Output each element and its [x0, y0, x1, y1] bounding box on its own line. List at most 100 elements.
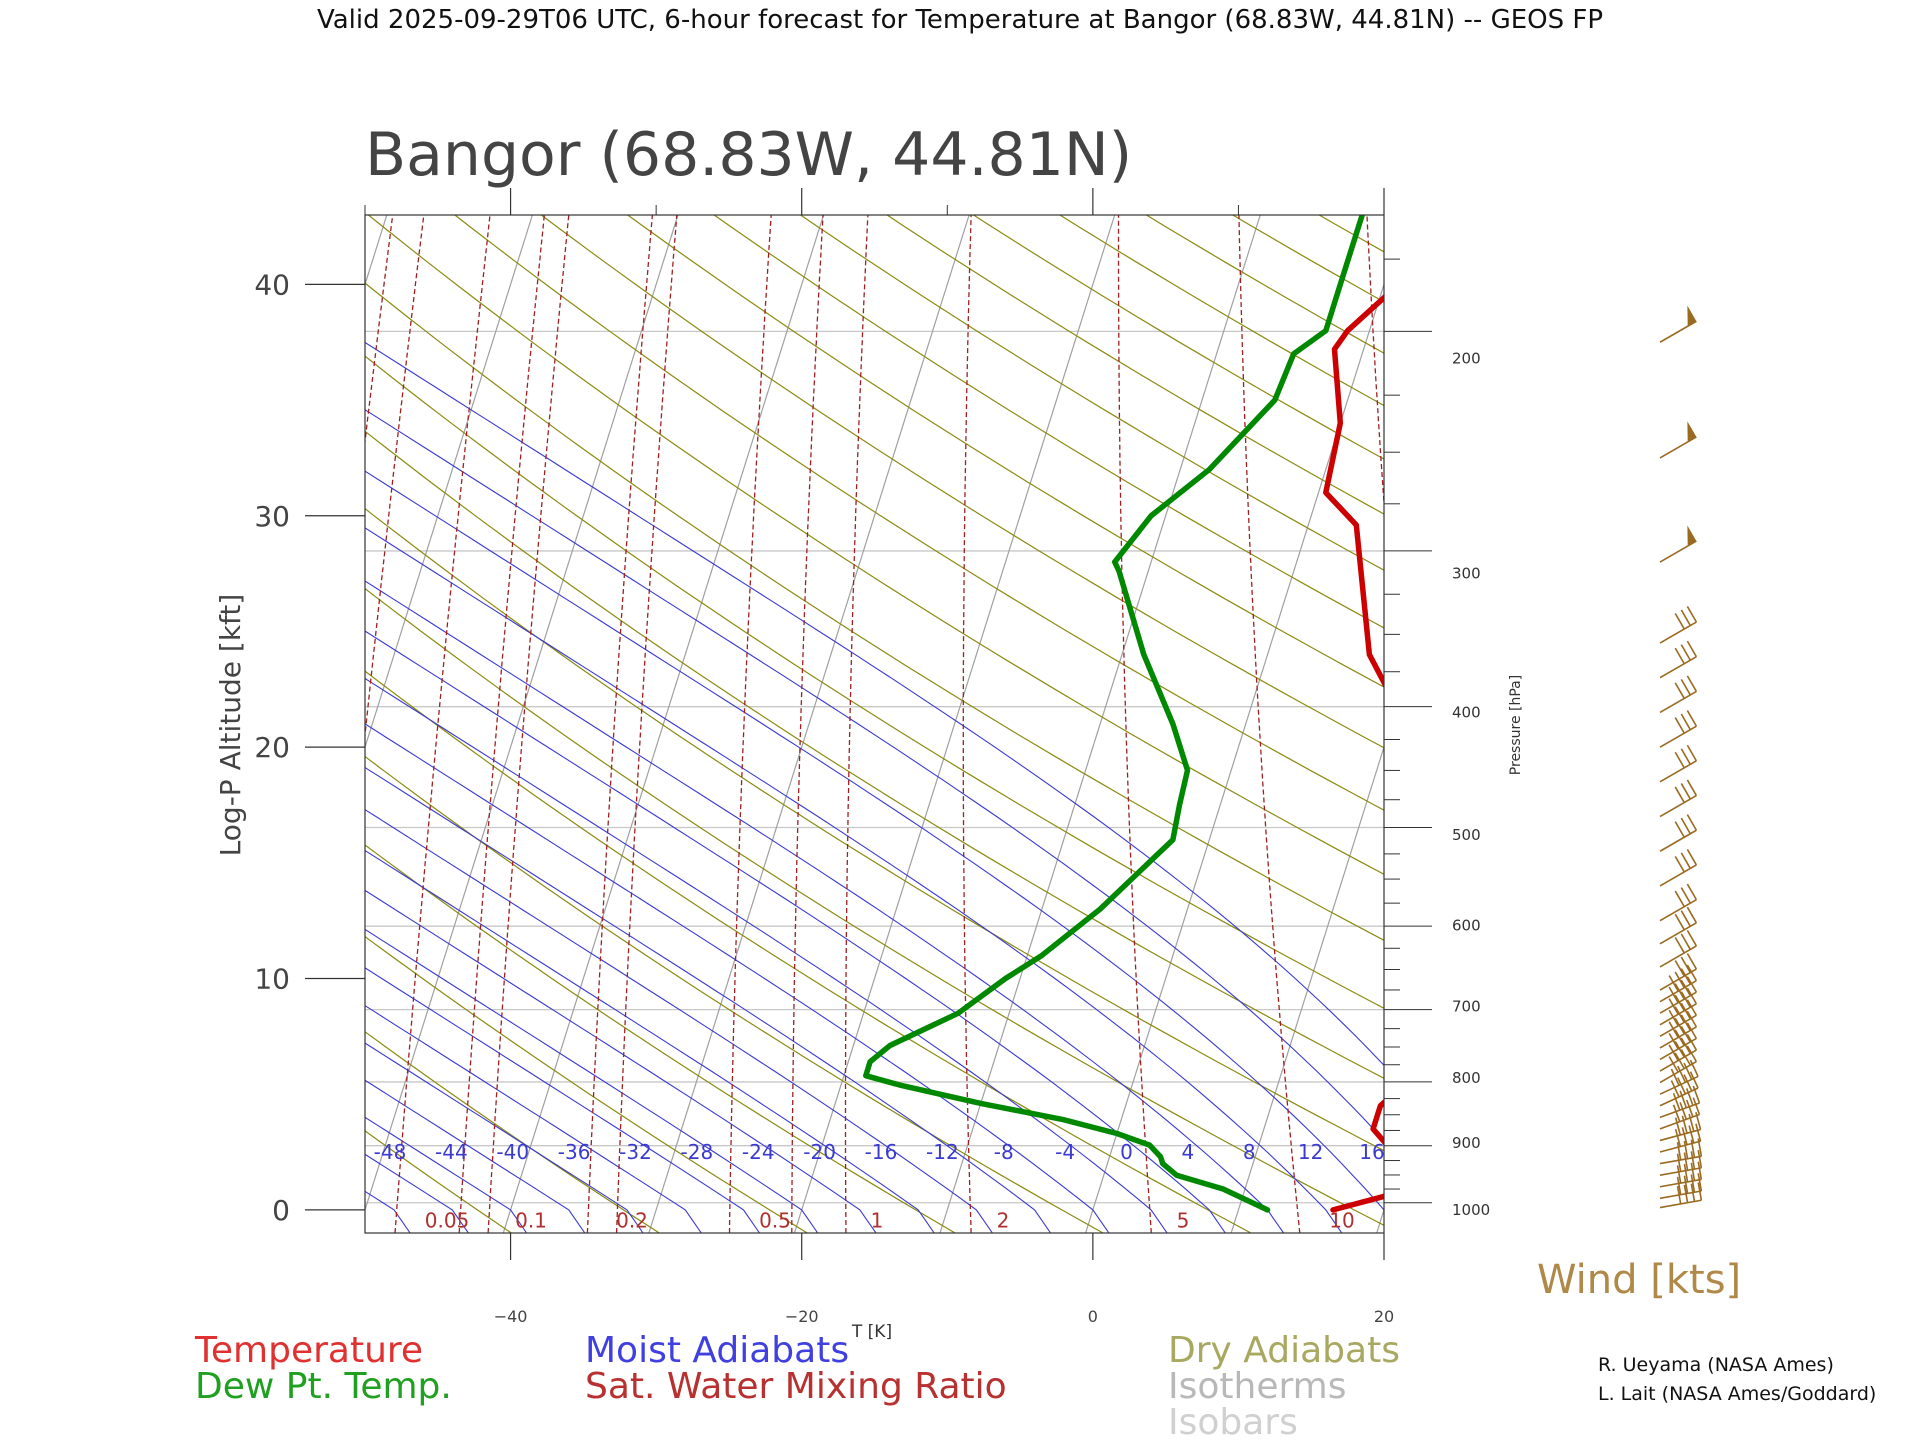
x-tick-label: −20: [785, 1307, 819, 1326]
wind-barb-feather: [1676, 1153, 1682, 1172]
wind-barb-feather: [1674, 717, 1685, 734]
wind-barb-feather: [1674, 682, 1685, 699]
wind-barb-feather: [1674, 786, 1685, 803]
wind-barb-feather: [1680, 1002, 1692, 1020]
wind-barb-staff: [1659, 829, 1697, 852]
wind-barb-feather: [1683, 1175, 1689, 1194]
legend-isobars: Isobars: [1168, 1402, 1298, 1440]
dry-adiabat-line: [0, 215, 216, 1233]
dry-adiabat-line: [0, 215, 363, 1233]
wind-barb: [1659, 1173, 1703, 1200]
wind-barb-staff: [1659, 968, 1697, 991]
mixing-ratio-label: 10: [1329, 1208, 1354, 1232]
moist-adiabat-line: [365, 677, 1168, 1233]
dry-adiabat-line: [365, 670, 1252, 1233]
wind-barb: [1659, 1034, 1698, 1072]
y-tick-label: 10: [254, 963, 290, 996]
legend-mixing-ratio: Sat. Water Mixing Ratio: [585, 1366, 1007, 1407]
wind-barb-feather: [1680, 609, 1692, 626]
wind-barb-feather: [1686, 929, 1698, 947]
pressure-tick-label: 1000: [1452, 1201, 1490, 1219]
wind-barb-feather: [1674, 751, 1685, 769]
moist-adiabat-label: 12: [1298, 1140, 1323, 1164]
isotherm-line: [648, 215, 970, 1233]
wind-barb-feather: [1668, 1056, 1679, 1073]
wind-barb-feather: [1668, 998, 1679, 1015]
dry-adiabat-line: [365, 587, 1384, 1227]
wind-barb-feather: [1686, 640, 1698, 658]
mixing-ratio-label: 1: [871, 1208, 884, 1232]
mixing-ratio-line: [844, 215, 869, 1233]
wind-barb-feather: [1670, 1080, 1680, 1098]
mixing-ratio-line: [365, 215, 394, 447]
wind-barb: [1659, 976, 1698, 1014]
wind-barb-feather: [1688, 1113, 1695, 1132]
wind-barb-feather: [1680, 979, 1692, 997]
dry-adiabat-lines: [0, 215, 1384, 1233]
x-tick-label: 0: [1088, 1307, 1098, 1326]
wind-barb-feather: [1680, 910, 1692, 927]
wind-barb-feather: [1686, 1010, 1698, 1028]
moist-adiabat-line: [365, 889, 877, 1233]
moist-adiabat-label: -16: [865, 1140, 898, 1164]
wind-barb: [1659, 906, 1698, 945]
legend-isotherms: Isotherms: [1168, 1366, 1346, 1407]
wind-barb-feather: [1686, 883, 1698, 901]
y-axis-label: Log-P Altitude [kft]: [214, 594, 247, 857]
wind-barb: [1659, 640, 1698, 679]
dry-adiabat-line: [1318, 215, 1384, 253]
mixing-ratio-line: [728, 215, 772, 1233]
moist-adiabat-label: -8: [994, 1140, 1014, 1164]
dry-adiabat-line: [365, 507, 1384, 1152]
axes: -48 -44 -40 -36 -32 -28 -24 -20 -16 -12 -8 -4 0 4 8 12 1…: [254, 188, 1490, 1326]
wind-barb-feather: [1679, 1090, 1688, 1109]
plot-frame: [364, 214, 1385, 1234]
moist-adiabat-label: -24: [742, 1140, 775, 1164]
wind-barb-feather: [1668, 975, 1679, 992]
wind-barb: [1659, 987, 1698, 1026]
moist-adiabat-line: [365, 849, 935, 1233]
wind-barb-feather: [1690, 1151, 1696, 1170]
wind-barb-feather: [1680, 933, 1692, 950]
wind-barb-feather: [1674, 1052, 1685, 1070]
wind-barb-staff: [1659, 540, 1697, 563]
dry-adiabat-line: [1059, 215, 1384, 407]
wind-barb-feather: [1686, 814, 1698, 831]
wind-barb-feather: [1677, 1077, 1687, 1095]
moist-adiabat-label: -36: [558, 1140, 591, 1164]
wind-barb: [1659, 1022, 1698, 1061]
wind-barb-feather: [1679, 1102, 1688, 1120]
moist-adiabat-label: 8: [1243, 1140, 1256, 1164]
dry-adiabat-line: [365, 1031, 660, 1233]
wind-barb-feather: [1674, 821, 1685, 838]
wind-barb: [1659, 999, 1698, 1038]
wind-barb-feather: [1686, 606, 1698, 623]
mixing-ratio-line: [962, 215, 972, 1233]
wind-barb-feather: [1695, 1123, 1702, 1142]
wind-barb-feather: [1686, 744, 1698, 762]
mixing-ratio-line: [394, 215, 491, 1233]
wind-barb-staff: [1659, 945, 1697, 968]
mixing-ratio-label: 0.5: [759, 1208, 791, 1232]
mixing-ratio-label: 0.05: [425, 1208, 470, 1232]
moist-adiabat-line: [365, 1004, 702, 1233]
wind-barb: [1659, 848, 1698, 887]
mixing-ratio-line: [188, 215, 313, 1233]
wind-barb-feather: [1683, 1074, 1693, 1092]
moist-adiabat-label: -4: [1055, 1140, 1075, 1164]
mixing-ratio-line: [458, 215, 545, 1233]
dry-adiabat-line: [365, 355, 1384, 1009]
isotherm-line: [365, 215, 679, 1212]
wind-barb: [1659, 779, 1698, 818]
wind-barb-feather: [1680, 713, 1692, 731]
wind-barb-feather: [1680, 991, 1692, 1008]
pressure-tick-label: 400: [1452, 703, 1481, 721]
wind-barb-staff: [1659, 436, 1697, 459]
moist-adiabat-line: [365, 470, 1384, 1211]
wind-barb: [1659, 606, 1698, 644]
chart-title: Bangor (68.83W, 44.81N): [365, 120, 1132, 190]
legend-dewpoint: Dew Pt. Temp.: [195, 1366, 452, 1407]
wind-barb-feather: [1674, 1128, 1682, 1147]
wind-barb: [1659, 1045, 1698, 1084]
mixing-ratio-line: [615, 215, 678, 1233]
